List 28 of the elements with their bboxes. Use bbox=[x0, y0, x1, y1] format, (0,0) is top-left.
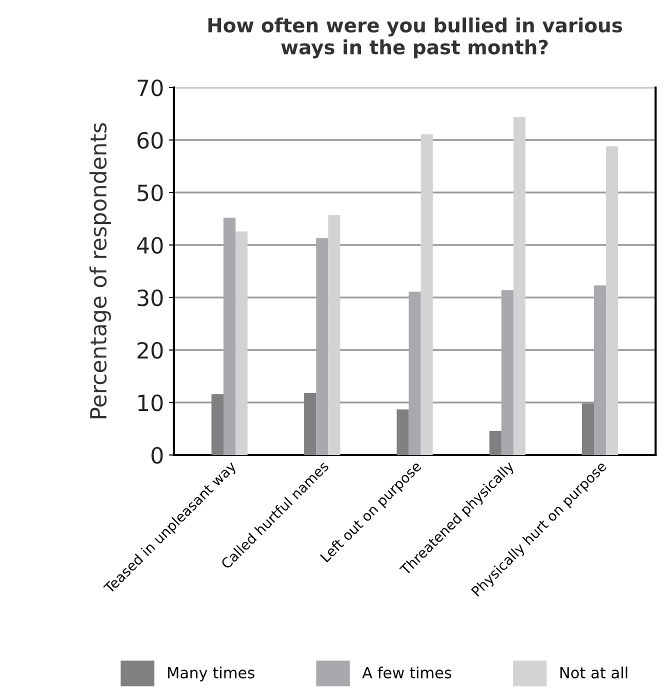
bar bbox=[223, 218, 236, 455]
y-axis-title: Percentage of respondents bbox=[89, 123, 111, 418]
y-tick-label: 0 bbox=[152, 446, 163, 464]
bar bbox=[304, 393, 316, 455]
bar bbox=[513, 116, 526, 455]
y-tick-label: 30 bbox=[138, 289, 163, 306]
bar bbox=[594, 285, 606, 455]
legend-label: Many times bbox=[168, 666, 254, 682]
bar bbox=[489, 430, 502, 455]
bar bbox=[328, 215, 340, 455]
legend-label: A few times bbox=[362, 666, 452, 678]
y-tick-label: 20 bbox=[138, 342, 163, 359]
bar bbox=[606, 146, 618, 455]
bar bbox=[420, 134, 433, 455]
bar bbox=[396, 409, 409, 455]
y-tick-label: 70 bbox=[138, 79, 163, 96]
bar bbox=[582, 404, 594, 455]
bar bbox=[236, 231, 248, 455]
y-tick-label: 10 bbox=[138, 394, 163, 412]
bar bbox=[501, 290, 514, 455]
y-tick-label: 40 bbox=[137, 236, 163, 254]
y-tick-label: 60 bbox=[137, 132, 163, 149]
chart-title: How often were you bullied in various ways in the past month? bbox=[208, 18, 622, 58]
bar bbox=[316, 238, 328, 455]
bar bbox=[408, 292, 421, 455]
y-tick-label: 50 bbox=[138, 184, 163, 202]
bar bbox=[211, 394, 224, 455]
legend-label: Not at all bbox=[560, 666, 628, 678]
